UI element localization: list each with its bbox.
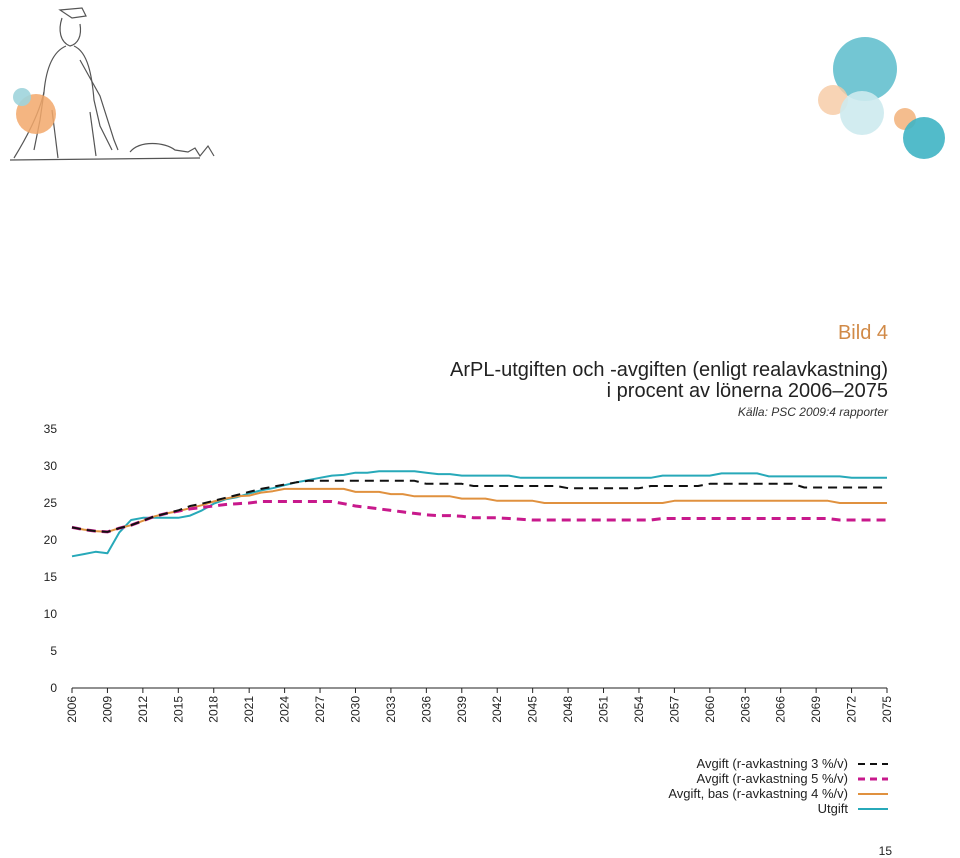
y-tick-label: 5 [50,644,57,658]
x-tick-label: 2066 [774,696,788,723]
legend-swatch-1 [858,777,888,780]
teal-bubble-large [833,37,897,101]
legend-label-3: Utgift [817,801,848,816]
y-tick-label: 30 [44,459,58,473]
x-tick-label: 2033 [384,696,398,723]
page-number: 15 [878,844,892,858]
y-tick-label: 20 [44,533,58,547]
x-tick-label: 2072 [845,696,859,723]
x-tick-label: 2060 [703,696,717,723]
x-tick-label: 2006 [65,696,79,723]
chart-title-line1: ArPL-utgiften och -avgiften (enligt real… [449,359,888,381]
y-tick-label: 0 [50,681,57,695]
x-tick-label: 2069 [809,696,823,723]
legend-item-0: Avgift (r-avkastning 3 %/v) [668,756,890,771]
x-tick-label: 2036 [419,696,433,723]
y-tick-label: 25 [44,496,58,510]
series-line-0 [71,479,887,533]
chart-axes: 0 5 10 15 20 25 30 35 2006 2009 2012 2015 2018 2021 20… [44,422,894,723]
legend-item-1: Avgift (r-avkastning 5 %/v) [668,771,890,786]
chart-title: ArPL-utgiften och -avgiften (enligt real… [288,360,888,402]
legend-swatch-0 [858,762,888,765]
legend-item-2: Avgift, bas (r-avkastning 4 %/v) [668,786,890,801]
line-chart: 0 5 10 15 20 25 30 35 2006 2009 2012 2015 2018 2021 20… [44,422,894,723]
teal-bubble-right [903,117,945,159]
x-tick-label: 2027 [313,696,327,723]
x-tick-label: 2009 [100,696,114,723]
legend-swatch-2 [858,792,888,795]
header-illustration [9,7,945,161]
x-tick-label: 2045 [526,696,540,723]
x-tick-label: 2048 [561,696,575,723]
legend-label-2: Avgift, bas (r-avkastning 4 %/v) [668,786,848,801]
x-tick-label: 2042 [490,696,504,723]
chart-title-line2: i procent av lönerna 2006–2075 [606,380,888,402]
chart-legend: Avgift (r-avkastning 3 %/v) Avgift (r-av… [668,756,890,816]
teal-bubble-small [13,88,31,106]
x-tick-label: 2039 [455,696,469,723]
legend-swatch-3 [858,807,888,810]
y-tick-label: 10 [44,607,58,621]
legend-label-1: Avgift (r-avkastning 5 %/v) [696,771,848,786]
x-tick-label: 2024 [278,696,292,723]
x-tick-label: 2054 [632,696,646,723]
x-tick-label: 2075 [880,696,894,723]
y-tick-label: 15 [44,570,58,584]
legend-label-0: Avgift (r-avkastning 3 %/v) [696,756,848,771]
peach-bubble [818,85,848,115]
x-tick-label: 2030 [348,696,362,723]
legend-item-3: Utgift [668,801,890,816]
x-tick-label: 2012 [136,696,150,723]
light-teal-bubble [840,91,884,135]
series-line-1 [71,500,887,534]
x-tick-label: 2057 [667,696,681,723]
y-tick-label: 35 [44,422,58,436]
chart-series [71,470,887,558]
x-tick-label: 2021 [242,696,256,723]
series-line-2 [71,487,887,533]
x-tick-label: 2015 [171,696,185,723]
x-tick-label: 2051 [597,696,611,723]
series-line-3 [71,470,887,558]
x-tick-label: 2018 [207,696,221,723]
figure-label: Bild 4 [837,322,888,344]
chart-source: Källa: PSC 2009:4 rapporter [737,405,888,419]
x-tick-label: 2063 [738,696,752,723]
